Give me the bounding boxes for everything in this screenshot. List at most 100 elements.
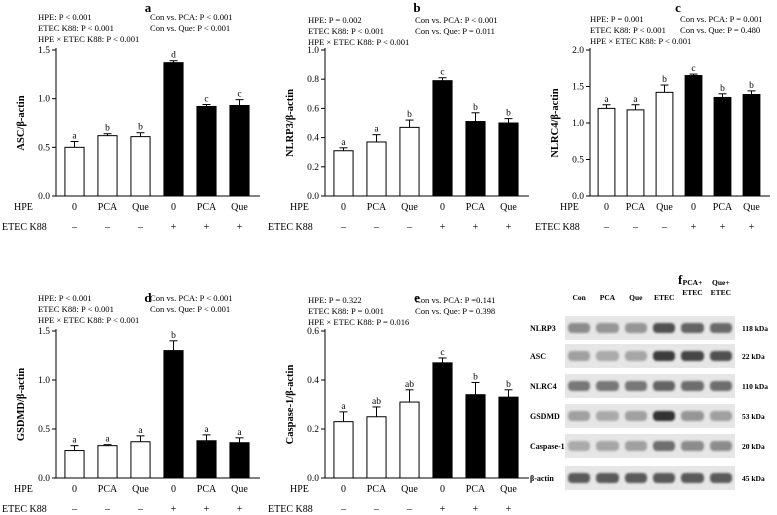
etec-sign-a: +	[171, 222, 177, 233]
sig-letter-b: a	[374, 125, 379, 135]
etec-sign-d: –	[71, 504, 78, 515]
blot-kda-label: 53 kDa	[742, 412, 765, 421]
etec-sign-d: +	[171, 504, 177, 515]
hpe-category-e: 0	[341, 484, 346, 495]
hpe-row-label-a: HPE	[14, 202, 33, 213]
bar-c	[684, 75, 703, 197]
blot-kda-label: 110 kDa	[742, 382, 769, 391]
blot-band	[681, 351, 704, 361]
blot-band	[568, 411, 591, 421]
etec-sign-c: +	[720, 222, 726, 233]
bar-e	[432, 362, 453, 479]
bar-c	[597, 107, 616, 197]
stat-hpe-e: HPE: P = 0.322	[308, 295, 362, 305]
y-axis-label-c: NLRC4/β-actin	[550, 88, 561, 157]
etec-sign-b: +	[506, 222, 512, 233]
blot-band	[681, 323, 704, 333]
panel-letter-a: a	[145, 0, 152, 15]
bar-b	[399, 126, 420, 197]
blot-band	[568, 473, 591, 483]
y-tick-label-a: 0.0	[38, 192, 50, 202]
hpe-category-a: 0	[171, 202, 176, 213]
etec-sign-b: –	[340, 222, 347, 233]
western-blot-panel: f Con PCA Que ETEC PCA+ ETEC Que+ ETEC NLRP3 11…	[530, 272, 777, 514]
hpe-category-a: PCA	[197, 202, 217, 213]
blot-kda-label: 22 kDa	[742, 352, 765, 361]
stat-interaction-b: HPE × ETEC K88: P < 0.001	[308, 37, 409, 47]
bar-d	[196, 440, 217, 479]
sig-letter-d: a	[72, 436, 77, 446]
bar-b	[498, 122, 519, 197]
y-tick-label-d: 0.5	[38, 425, 50, 435]
sig-letter-e: ab	[405, 380, 414, 390]
hpe-category-c: Que	[743, 202, 760, 213]
sig-letter-d: a	[105, 435, 110, 445]
blot-band	[596, 351, 619, 361]
blot-band	[709, 381, 732, 391]
panel-letter-c: c	[675, 0, 681, 15]
stat-con-pca-b: Con vs. PCA: P < 0.001	[415, 15, 498, 25]
sig-letter-d: a	[204, 425, 209, 435]
etec-sign-a: +	[204, 222, 210, 233]
hpe-category-e: Que	[500, 484, 517, 495]
blot-protein-label: β-actin	[530, 474, 554, 483]
hpe-row-label-b: HPE	[290, 202, 309, 213]
blot-band	[568, 441, 591, 451]
blot-protein-label: NLRC4	[530, 382, 557, 391]
etec-sign-e: –	[373, 504, 380, 515]
blot-band	[653, 441, 676, 451]
sig-letter-e: c	[440, 348, 444, 358]
blot-band	[624, 381, 647, 391]
y-tick-label-b: 0.2	[307, 163, 319, 173]
etec-row-label-d: ETEC K88	[2, 504, 47, 515]
stat-con-que-c: Con vs. Que: P = 0.480	[680, 25, 760, 35]
panel-letter-f: f	[678, 272, 683, 287]
sig-letter-d: a	[237, 428, 242, 438]
etec-sign-b: –	[373, 222, 380, 233]
etec-sign-a: –	[137, 222, 144, 233]
hpe-category-e: 0	[440, 484, 445, 495]
blot-strip	[565, 316, 735, 340]
stat-con-pca-c: Con vs. PCA: P = 0.001	[680, 14, 763, 24]
hpe-category-e: PCA	[466, 484, 486, 495]
stat-con-que-e: Con vs. Que: P = 0.398	[415, 306, 495, 316]
blot-strip	[565, 404, 735, 428]
blot-band	[596, 323, 619, 333]
stat-interaction-c: HPE × ETEC K88: P < 0.001	[590, 36, 691, 46]
etec-sign-d: +	[237, 504, 243, 515]
stat-con-pca-a: Con vs. PCA: P < 0.001	[150, 12, 233, 22]
bar-e	[399, 401, 420, 479]
y-tick-label-a: 1.5	[38, 46, 50, 56]
stat-interaction-e: HPE × ETEC K88: P = 0.016	[308, 317, 410, 327]
etec-sign-c: –	[603, 222, 610, 233]
hpe-category-e: PCA	[367, 484, 387, 495]
etec-sign-c: +	[749, 222, 755, 233]
sig-letter-a: c	[237, 90, 241, 100]
hpe-category-d: PCA	[197, 484, 217, 495]
panel-letter-b: b	[413, 0, 420, 15]
bar-b	[366, 141, 387, 197]
etec-sign-d: +	[204, 504, 210, 515]
blot-band	[568, 351, 591, 361]
y-tick-label-a: 1.0	[38, 95, 50, 105]
bar-e	[366, 416, 387, 479]
etec-sign-c: –	[632, 222, 639, 233]
sig-letter-b: b	[407, 110, 412, 120]
etec-sign-a: –	[71, 222, 78, 233]
etec-sign-e: +	[506, 504, 512, 515]
bar-c	[742, 94, 761, 197]
hpe-row-label-e: HPE	[290, 484, 309, 495]
blot-band	[596, 441, 619, 451]
stat-con-pca-d: Con vs. PCA: P < 0.001	[150, 293, 233, 303]
sig-letter-a: b	[105, 124, 110, 134]
blot-band	[624, 323, 647, 333]
y-axis-label-b: NLRP3/β-actin	[285, 89, 296, 157]
blot-strip	[565, 344, 735, 368]
etec-sign-a: +	[237, 222, 243, 233]
blot-band	[653, 381, 676, 391]
bar-b	[333, 150, 354, 197]
y-tick-label-c: 0.5	[572, 156, 584, 166]
hpe-category-c: Que	[656, 202, 673, 213]
panel-letter-d: d	[144, 290, 152, 305]
y-tick-label-b: 0.4	[307, 134, 319, 144]
